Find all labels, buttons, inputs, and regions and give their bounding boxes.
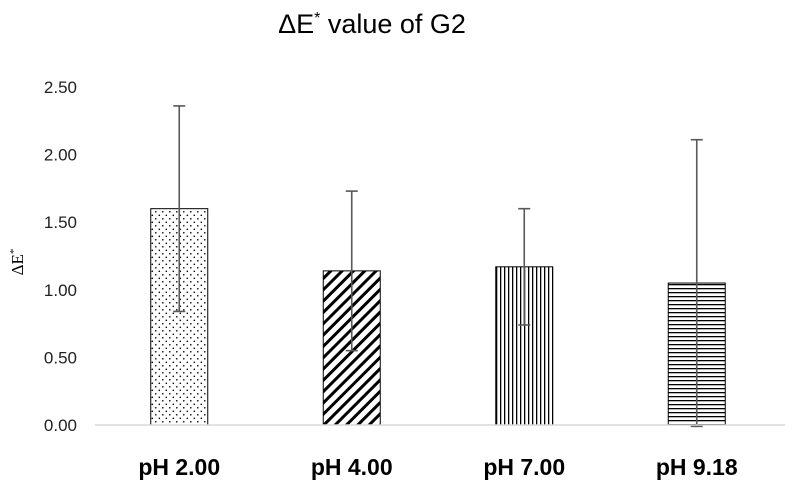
chart-title-sup: * [314,10,320,27]
x-tick-label: pH 4.00 [311,454,393,480]
y-axis-label: ΔE* [8,249,27,276]
y-axis-ticks: 0.00 0.50 1.00 1.50 2.00 2.50 [44,78,77,435]
y-tick-label: 2.50 [44,78,77,97]
bars [150,208,726,426]
error-bars [173,105,703,428]
y-tick-label: 0.50 [44,348,77,367]
y-tick-label: 1.00 [44,281,77,300]
y-axis-label-main: ΔE [8,254,27,275]
x-tick-label: pH 7.00 [483,454,565,480]
y-tick-label: 0.00 [44,416,77,435]
chart-title: ΔE* value of G2 [278,9,466,39]
chart-title-main: ΔE [278,9,314,39]
x-tick-label: pH 9.18 [656,454,738,480]
y-axis-label-sup: * [8,249,20,255]
y-tick-label: 2.00 [44,146,77,165]
y-tick-label: 1.50 [44,213,77,232]
x-axis-ticks: pH 2.00 pH 4.00 pH 7.00 pH 9.18 [138,454,738,480]
x-tick-label: pH 2.00 [138,454,220,480]
chart-title-rest: value of G2 [320,9,466,39]
